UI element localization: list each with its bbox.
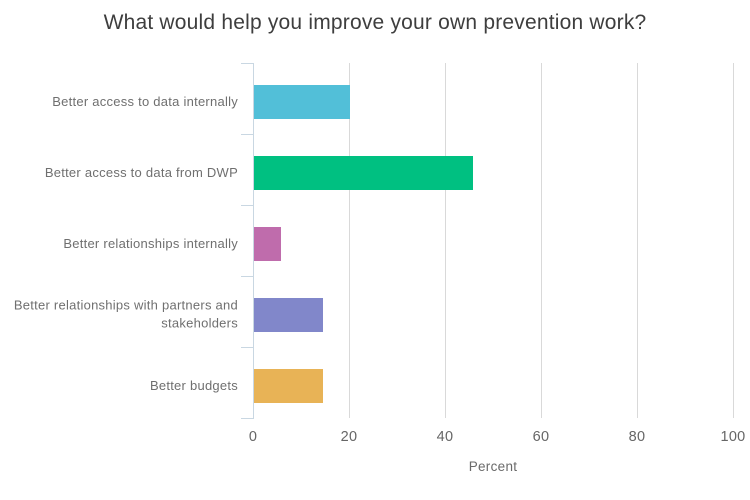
gridline <box>733 63 734 418</box>
x-tick-label: 20 <box>340 429 358 445</box>
y-axis-tick <box>241 205 253 206</box>
gridline <box>637 63 638 418</box>
bar <box>254 298 323 332</box>
x-tick-label: 60 <box>532 429 550 445</box>
category-label: Better budgets <box>149 377 238 393</box>
gridline <box>349 63 350 418</box>
bar <box>254 85 350 119</box>
bar <box>254 156 473 190</box>
y-axis-tick <box>241 63 253 64</box>
gridline <box>445 63 446 418</box>
gridline <box>541 63 542 418</box>
x-axis-title: Percent <box>468 459 518 474</box>
y-axis-tick <box>241 347 253 348</box>
y-axis-tick <box>241 418 253 419</box>
y-axis-tick <box>241 276 253 277</box>
y-axis-line <box>253 63 254 419</box>
category-label: Better access to data internally <box>52 93 238 109</box>
chart-title: What would help you improve your own pre… <box>103 11 647 34</box>
category-label: Better relationships internally <box>63 235 238 251</box>
x-tick-label: 80 <box>628 429 646 445</box>
x-tick-label: 100 <box>720 429 746 445</box>
x-tick-label: 40 <box>436 429 454 445</box>
category-label: Better relationships with partners and s… <box>13 297 238 331</box>
y-axis-tick <box>241 134 253 135</box>
bar <box>254 369 323 403</box>
bar <box>254 227 281 261</box>
x-tick-label: 0 <box>248 429 258 445</box>
category-label: Better access to data from DWP <box>44 164 238 180</box>
